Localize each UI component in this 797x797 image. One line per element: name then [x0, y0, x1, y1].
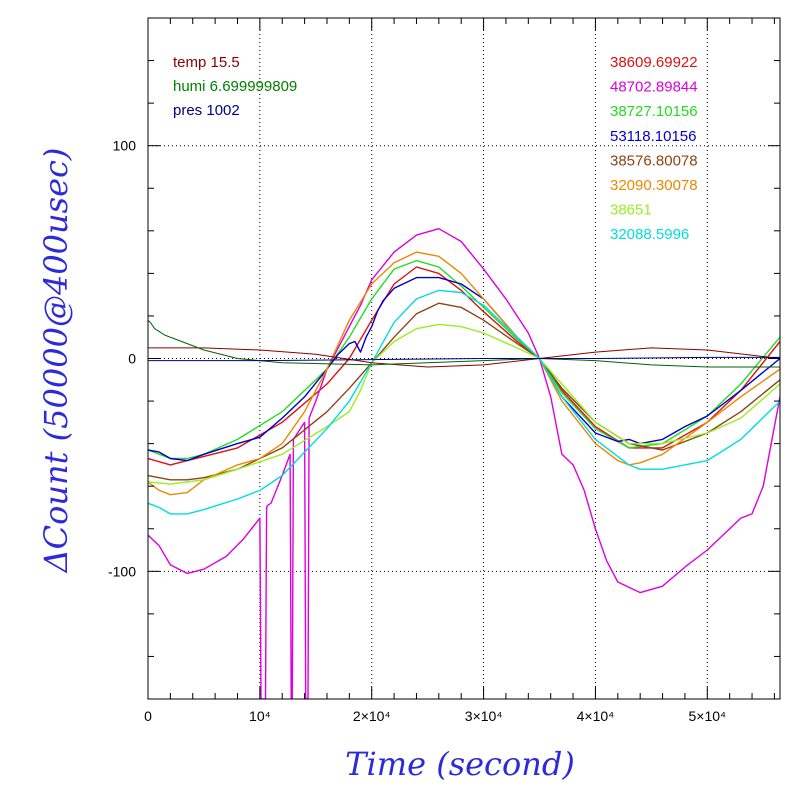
x-tick-label: 2×10⁴ — [353, 708, 391, 724]
x-axis-title: Time (second) — [345, 745, 575, 783]
series-legend-entry: 38651 — [610, 202, 652, 219]
series-line-32090-30078 — [148, 251, 780, 496]
series-legend-entry: 48702.89844 — [610, 79, 698, 96]
y-tick-label: -100 — [108, 563, 136, 579]
series-line-pres — [148, 356, 780, 362]
series-legend-entry: 38727.10156 — [610, 103, 698, 120]
env-legend-entry: humi 6.699999809 — [173, 78, 297, 95]
env-legend-entry: pres 1002 — [173, 102, 240, 119]
env-legend: temp 15.5 humi 6.699999809 pres 1002 — [173, 54, 297, 119]
x-tick-label: 4×10⁴ — [577, 708, 615, 724]
y-tick-label: 0 — [128, 351, 136, 367]
series-legend-entry: 38576.80078 — [610, 152, 698, 169]
series-line-53118-10156 — [148, 276, 780, 462]
series-line-humi — [148, 319, 780, 368]
env-legend-entry: temp 15.5 — [173, 54, 240, 71]
series-legend-entry: 53118.10156 — [610, 128, 696, 145]
x-tick-label: 5×10⁴ — [689, 708, 727, 724]
series-line-38651 — [148, 323, 780, 485]
series-line-32088-5996 — [148, 289, 780, 515]
x-tick-label: 0 — [144, 708, 152, 724]
series-line-48702-89844 — [148, 227, 780, 699]
series-legend-entry: 32090.30078 — [610, 177, 698, 194]
tick-marks — [147, 17, 780, 700]
y-tick-label: 100 — [113, 138, 137, 154]
tick-labels: 0 10⁴ 2×10⁴ 3×10⁴ 4×10⁴ 5×10⁴ 100 0 -100 — [108, 138, 726, 724]
series-legend-entry: 32088.5996 — [610, 226, 689, 243]
x-tick-label: 10⁴ — [249, 708, 271, 724]
y-axis-title: ΔCount (50000@400usec) — [37, 148, 75, 575]
series-layer — [148, 227, 780, 699]
series-line-38727-10156 — [148, 259, 780, 460]
series-line-38609-69922 — [148, 266, 780, 466]
x-tick-label: 3×10⁴ — [465, 708, 503, 724]
series-legend-entry: 38609.69922 — [610, 54, 698, 71]
series-legend: 38609.69922 48702.89844 38727.10156 53118.1… — [610, 54, 698, 243]
series-line-temp — [148, 347, 780, 368]
